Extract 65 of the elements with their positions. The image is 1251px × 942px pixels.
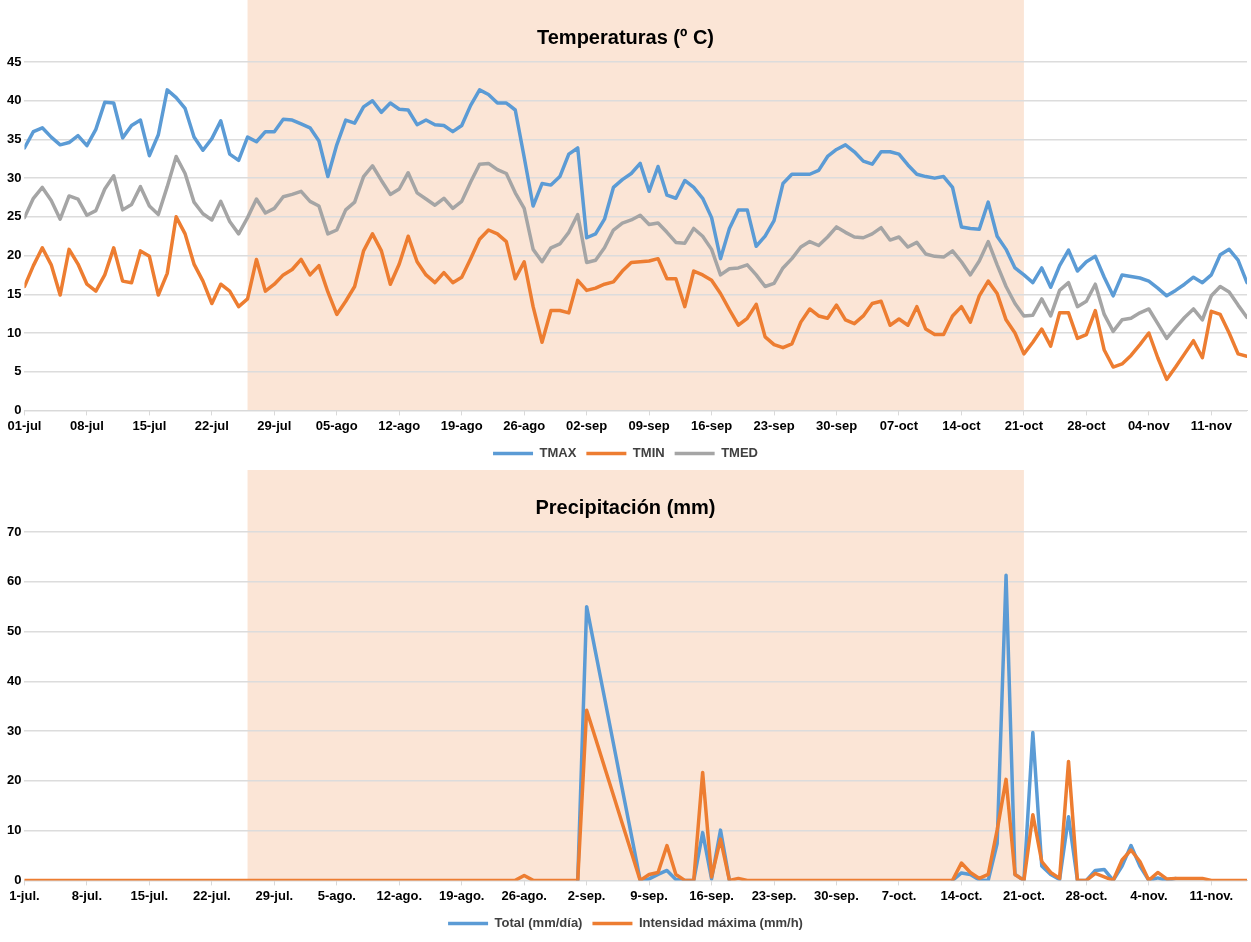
chart-title: Precipitación (mm)	[535, 495, 716, 518]
x-tick-label: 7-oct.	[881, 887, 917, 903]
y-tick-label: 40	[6, 92, 22, 108]
x-tick-label: 19-ago	[440, 417, 483, 433]
y-tick-label: 0	[14, 401, 22, 417]
x-tick-label: 16-sep	[690, 417, 733, 433]
x-tick-label: 14-oct.	[940, 887, 983, 903]
y-tick-label: 5	[14, 363, 22, 379]
y-tick-label: 70	[6, 523, 22, 539]
x-tick-label: 5-ago.	[317, 887, 356, 903]
x-tick-label: 29-jul	[257, 417, 292, 433]
x-tick-label: 05-ago	[315, 417, 358, 433]
y-tick-label: 25	[6, 208, 22, 224]
legend-label: Total (mm/día)	[494, 915, 583, 931]
x-tick-label: 15-jul	[132, 417, 167, 433]
y-tick-label: 15	[6, 285, 22, 301]
x-tick-label: 15-jul.	[130, 887, 169, 903]
legend-label: TMAX	[539, 445, 577, 461]
x-tick-label: 30-sep.	[814, 887, 859, 903]
x-tick-label: 8-jul.	[71, 887, 103, 903]
x-tick-label: 11-nov.	[1189, 887, 1234, 903]
x-tick-label: 11-nov	[1190, 417, 1233, 433]
chart-title: Temperaturas (º C)	[537, 25, 714, 48]
x-tick-label: 21-oct.	[1002, 887, 1045, 903]
x-tick-label: 21-oct	[1004, 417, 1044, 433]
x-tick-label: 28-oct	[1067, 417, 1107, 433]
y-tick-label: 35	[6, 131, 22, 146]
y-tick-label: 20	[6, 772, 22, 788]
x-tick-label: 07-oct	[879, 417, 919, 433]
x-tick-label: 08-jul	[69, 417, 104, 433]
y-tick-label: 60	[6, 573, 22, 589]
x-tick-label: 19-ago.	[438, 887, 485, 903]
y-tick-label: 30	[6, 169, 22, 185]
y-tick-label: 30	[6, 722, 22, 738]
y-tick-label: 10	[6, 822, 22, 838]
x-tick-label: 1-jul.	[9, 887, 40, 903]
x-tick-label: 16-sep.	[689, 887, 734, 903]
x-tick-label: 28-oct.	[1065, 887, 1108, 903]
y-tick-label: 0	[14, 871, 22, 887]
x-tick-label: 29-jul.	[255, 887, 294, 903]
x-tick-label: 09-sep	[628, 417, 670, 433]
y-tick-label: 10	[6, 324, 22, 340]
x-tick-label: 01-jul	[7, 417, 42, 433]
y-tick-label: 45	[6, 53, 22, 69]
x-tick-label: 22-jul.	[193, 887, 231, 903]
x-tick-label: 26-ago.	[501, 887, 547, 903]
y-tick-label: 20	[6, 247, 22, 263]
legend-label: TMIN	[632, 445, 665, 461]
x-tick-label: 02-sep	[566, 417, 608, 433]
x-tick-label: 9-sep.	[630, 887, 668, 903]
y-tick-label: 50	[6, 623, 22, 639]
legend-label: TMED	[721, 445, 758, 461]
x-tick-label: 12-ago.	[376, 887, 423, 903]
x-tick-label: 30-sep	[815, 417, 858, 433]
x-tick-label: 04-nov	[1127, 417, 1171, 433]
x-tick-label: 4-nov.	[1130, 887, 1168, 903]
y-tick-label: 40	[6, 672, 22, 688]
x-tick-label: 23-sep.	[751, 887, 797, 903]
x-tick-label: 22-jul	[194, 417, 229, 433]
x-tick-label: 2-sep.	[567, 887, 606, 903]
x-tick-label: 26-ago	[503, 417, 546, 433]
x-tick-label: 14-oct	[942, 417, 982, 433]
legend-label: Intensidad máxima (mm/h)	[638, 915, 803, 931]
x-tick-label: 23-sep	[753, 417, 795, 433]
x-tick-label: 12-ago	[378, 417, 421, 433]
